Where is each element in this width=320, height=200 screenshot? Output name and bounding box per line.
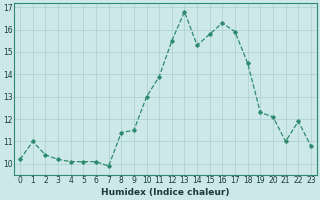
X-axis label: Humidex (Indice chaleur): Humidex (Indice chaleur): [101, 188, 230, 197]
